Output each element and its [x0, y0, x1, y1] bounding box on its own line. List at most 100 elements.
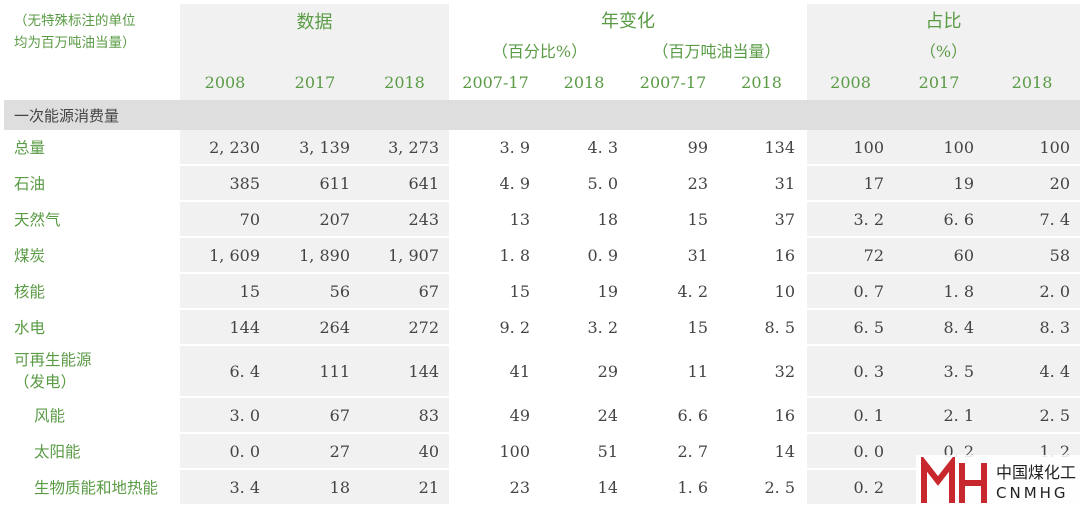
table-cell: 3, 273	[360, 130, 451, 166]
cnmhg-logo: 中国煤化工 CNMHG	[916, 455, 1080, 508]
table-row: 煤炭 1, 609 1, 890 1, 907 1. 8 0. 9 31 16 72 60 58	[4, 237, 1080, 274]
table-cell: 18	[270, 469, 360, 506]
table-cell: 1, 609	[180, 237, 270, 274]
table-cell: 0. 9	[540, 237, 629, 274]
table-cell: 4. 3	[540, 130, 629, 166]
table-cell: 60	[894, 237, 985, 274]
table-cell: 13	[449, 201, 541, 238]
table-cell: 27	[270, 433, 360, 470]
table-cell: 51	[540, 433, 629, 470]
table-cell: 14	[718, 433, 807, 470]
table-cell: 17	[805, 165, 895, 202]
table-cell: 11	[628, 345, 719, 398]
row-label: 可再生能源 （发电）	[4, 345, 180, 398]
table-cell: 6. 6	[894, 201, 985, 238]
table-cell: 134	[718, 130, 807, 166]
table-cell: 3. 2	[540, 309, 629, 346]
year-header: 2008	[805, 64, 895, 100]
table-cell: 24	[540, 397, 629, 434]
table-cell: 8. 4	[894, 309, 985, 346]
table-cell: 21	[360, 469, 451, 506]
table-cell: 15	[628, 201, 719, 238]
table-cell: 100	[894, 130, 985, 166]
table-cell: 83	[360, 397, 451, 434]
year-header: 2008	[180, 64, 270, 100]
table-cell: 3. 2	[805, 201, 895, 238]
table-cell: 15	[628, 309, 719, 346]
unit-note-line2: 均为百万吨油当量）	[14, 35, 136, 51]
year-header: 2007-17	[639, 72, 707, 92]
year-header: 2017	[894, 64, 985, 100]
table-cell: 56	[270, 273, 360, 310]
table-cell: 32	[718, 345, 807, 398]
table-cell: 1, 890	[270, 237, 360, 274]
group-change-header: 年变化	[449, 4, 807, 36]
row-label: 总量	[4, 130, 180, 166]
group-share-header: 占比	[805, 4, 1080, 36]
table-cell: 1. 8	[449, 237, 541, 274]
table-cell: 0. 0	[180, 433, 270, 470]
table-row: 石油 385 611 641 4. 9 5. 0 23 31 17 19 20	[4, 165, 1080, 202]
table-cell: 29	[540, 345, 629, 398]
table-cell: 40	[360, 433, 451, 470]
table-cell: 15	[180, 273, 270, 310]
row-label-line1: 可再生能源	[14, 351, 92, 369]
table-cell: 6. 4	[180, 345, 270, 398]
row-label: 水电	[4, 309, 180, 346]
table-cell: 144	[180, 309, 270, 346]
table-cell: 16	[718, 237, 807, 274]
table-cell: 2. 7	[628, 433, 719, 470]
section-primary-energy: 一次能源消费量	[4, 100, 1080, 130]
table-row: 生物质能和地热能 3. 4 18 21 23 14 1. 6 2. 5 0. 2	[4, 469, 1080, 506]
table-row: 水电 144 264 272 9. 2 3. 2 15 8. 5 6. 5 8. 4 8. 3	[4, 309, 1080, 346]
table-cell: 2. 0	[984, 273, 1080, 310]
logo-cn-text: 中国煤化工	[996, 463, 1077, 482]
table-cell: 100	[449, 433, 541, 470]
table-cell: 2, 230	[180, 130, 270, 166]
unit-note-line1: （无特殊标注的单位	[14, 13, 136, 29]
table-cell: 0. 3	[805, 345, 895, 398]
table-cell: 243	[360, 201, 451, 238]
table-cell: 72	[805, 237, 895, 274]
table-cell: 8. 5	[718, 309, 807, 346]
energy-table: （无特殊标注的单位 均为百万吨油当量） 数据 年变化 占比 （百分比%） （百万…	[4, 4, 1080, 506]
logo-en-text: CNMHG	[996, 484, 1069, 502]
table-cell: 37	[718, 201, 807, 238]
table-cell: 3. 0	[180, 397, 270, 434]
table-cell: 3. 9	[449, 130, 541, 166]
table-cell: 31	[628, 237, 719, 274]
table-row: 核能 15 56 67 15 19 4. 2 10 0. 7 1. 8 2. 0	[4, 273, 1080, 310]
row-label-line2: （发电）	[14, 373, 77, 391]
table-cell: 3. 4	[180, 469, 270, 506]
table-cell: 611	[270, 165, 360, 202]
table-cell: 2. 5	[718, 469, 807, 506]
year-header: 2017	[270, 64, 360, 100]
sub-share-pct-header: （%）	[805, 36, 1080, 64]
table-cell: 67	[270, 397, 360, 434]
table-cell: 20	[984, 165, 1080, 202]
table-cell: 144	[360, 345, 451, 398]
table-cell: 9. 2	[449, 309, 541, 346]
row-label: 核能	[4, 273, 180, 310]
table-row: 总量 2, 230 3, 139 3, 273 3. 9 4. 3 99 134 100 100 1…	[4, 130, 1080, 166]
year-header: 2007-17	[449, 64, 541, 100]
table-cell: 14	[540, 469, 629, 506]
table-cell: 41	[449, 345, 541, 398]
table-cell: 16	[718, 397, 807, 434]
group-data-header: 数据	[180, 4, 451, 64]
table-cell: 58	[984, 237, 1080, 274]
table-cell: 100	[984, 130, 1080, 166]
table-cell: 4. 9	[449, 165, 541, 202]
table-cell: 0. 0	[805, 433, 895, 470]
sub-mtoe-header: （百万吨油当量）	[652, 42, 781, 61]
table-cell: 641	[360, 165, 451, 202]
table-cell: 207	[270, 201, 360, 238]
table-cell: 49	[449, 397, 541, 434]
table-cell: 4. 2	[628, 273, 719, 310]
table-cell: 67	[360, 273, 451, 310]
row-label: 生物质能和地热能	[4, 469, 180, 506]
table-cell: 111	[270, 345, 360, 398]
row-label: 天然气	[4, 201, 180, 238]
table-row: 可再生能源 （发电） 6. 4 111 144 41 29 11 32 0. 3 3. 5 4. 4	[4, 345, 1080, 398]
year-blank	[4, 64, 180, 100]
